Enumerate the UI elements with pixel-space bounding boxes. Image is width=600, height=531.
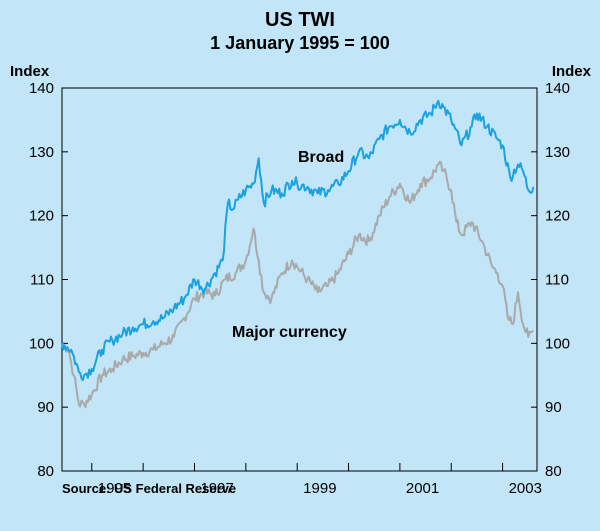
y-tick-label-left: 110: [30, 272, 54, 289]
y-tick-label-left: 140: [29, 80, 54, 97]
chart-title: US TWI: [265, 9, 335, 31]
x-tick-label: 1995: [98, 480, 131, 497]
y-axis-title-left: Index: [10, 63, 50, 80]
series-lines: [61, 99, 535, 409]
y-tick-label-right: 130: [545, 144, 570, 161]
plot-area: [61, 87, 538, 472]
y-tick-label-right: 140: [545, 80, 570, 97]
label-broad: Broad: [298, 149, 344, 166]
label-major-currency: Major currency: [232, 324, 347, 341]
y-tick-label-right: 120: [545, 208, 570, 225]
source-note: Source: US Federal Reserve: [62, 481, 236, 496]
y-axis-title-right: Index: [552, 63, 592, 80]
y-tick-label-left: 90: [37, 399, 54, 416]
y-tick-label-right: 90: [545, 399, 562, 416]
x-axis: 1995 1997 1999 2001 2003: [91, 463, 542, 497]
y-tick-label-left: 100: [29, 335, 54, 352]
y-tick-label-right: 80: [545, 463, 562, 480]
series-line-major-currency: [61, 160, 535, 409]
y-axis: 80 80 90 90 100 100 110 110 120 120 130 130 140 140: [29, 80, 570, 480]
x-tick-label: 2001: [406, 480, 439, 497]
series-line-broad: [61, 99, 535, 382]
x-tick-label: 2003: [509, 480, 542, 497]
y-tick-label-left: 130: [29, 144, 54, 161]
y-tick-label-right: 110: [545, 272, 569, 289]
y-tick-label-right: 100: [545, 335, 570, 352]
y-tick-label-left: 120: [29, 208, 54, 225]
x-tick-label: 1997: [200, 480, 233, 497]
x-tick-label: 1999: [303, 480, 336, 497]
y-tick-label-left: 80: [37, 463, 54, 480]
chart-subtitle: 1 January 1995 = 100: [210, 33, 390, 53]
